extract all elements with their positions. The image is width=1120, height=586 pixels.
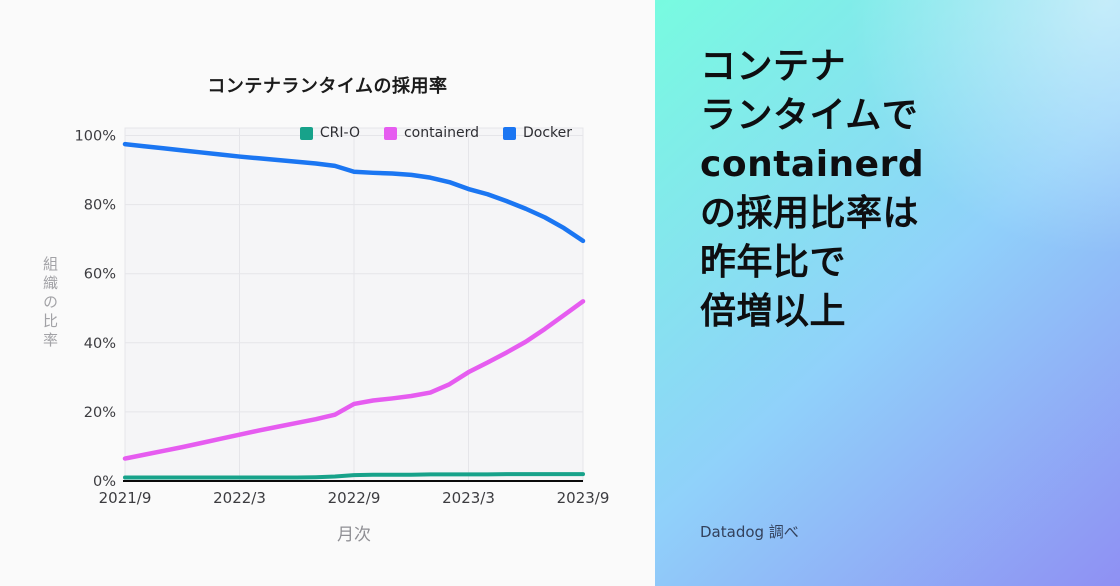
x-tick-label: 2022/9 xyxy=(328,489,381,507)
y-tick-label: 40% xyxy=(84,336,116,352)
legend-label: CRI-O xyxy=(319,125,360,141)
y-tick-label: 20% xyxy=(84,405,116,421)
legend-item-cri-o: CRI-O xyxy=(299,125,360,141)
chart-legend: CRI-O containerd Docker xyxy=(299,125,572,141)
y-tick-label: 0% xyxy=(93,474,116,490)
headline-line: 昨年比で xyxy=(700,242,847,283)
headline-line: の採用比率は xyxy=(700,193,920,234)
chart-panel: コンテナランタイムの採用率 組織の比率 0% 20% 40% 60% 80% 100% 20… xyxy=(41,76,610,545)
headline-line: containerd xyxy=(700,144,925,185)
headline: コンテナ ランタイムで containerd の採用比率は 昨年比で 倍増以上 xyxy=(700,42,924,336)
y-axis-title: 組織の比率 xyxy=(41,256,59,351)
y-tick-label: 80% xyxy=(84,198,116,214)
legend-label: Docker xyxy=(522,125,572,141)
legend-swatch-icon xyxy=(502,126,516,140)
y-tick-label: 100% xyxy=(75,129,116,145)
series-line-containerd xyxy=(122,299,586,461)
legend-item-docker: Docker xyxy=(502,125,572,141)
legend-label: containerd xyxy=(403,125,479,141)
x-tick-label: 2022/3 xyxy=(213,489,266,507)
headline-line: ランタイムで xyxy=(700,95,919,136)
legend-swatch-icon xyxy=(383,126,397,140)
headline-line: 倍増以上 xyxy=(700,291,847,332)
series-line-docker xyxy=(122,141,586,244)
x-axis-title: 月次 xyxy=(337,525,371,545)
source-note: Datadog 調べ xyxy=(700,523,799,541)
x-tick-label: 2021/9 xyxy=(99,489,152,507)
headline-panel: コンテナ ランタイムで containerd の採用比率は 昨年比で 倍増以上 … xyxy=(655,0,1120,586)
y-tick-label: 60% xyxy=(84,267,116,283)
legend-swatch-icon xyxy=(299,126,313,140)
chart-canvas: 0% 20% 40% 60% 80% 100% 2021/9 2022/3 2022/9 2023… xyxy=(75,127,610,507)
series-line-cri-o xyxy=(123,472,585,480)
legend-item-containerd: containerd xyxy=(383,125,479,141)
x-tick-label: 2023/9 xyxy=(557,489,610,507)
headline-line: コンテナ xyxy=(700,46,847,87)
chart-title: コンテナランタイムの採用率 xyxy=(207,76,448,97)
x-tick-label: 2023/3 xyxy=(442,489,495,507)
